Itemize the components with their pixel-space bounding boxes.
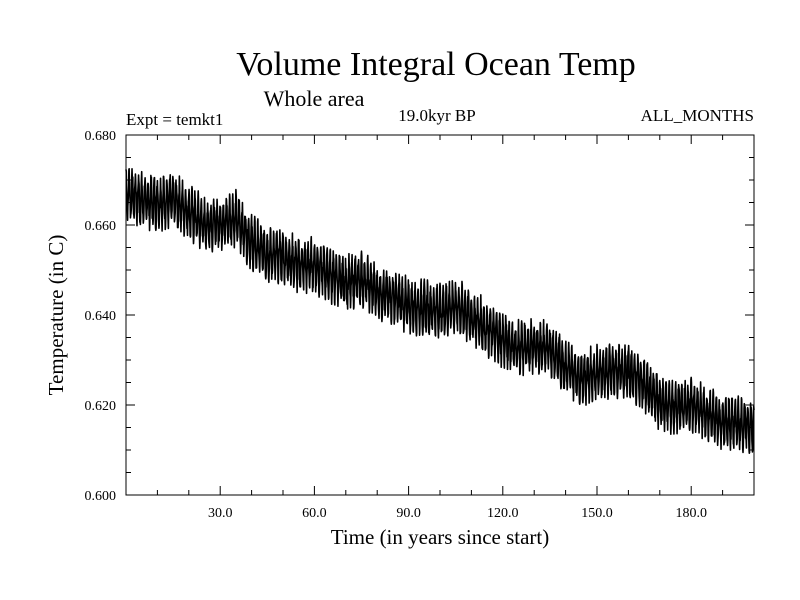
chart-title: Volume Integral Ocean Temp	[236, 46, 636, 83]
y-tick-label: 0.680	[85, 129, 117, 144]
x-tick-label: 90.0	[396, 506, 421, 521]
x-tick-label: 180.0	[675, 506, 707, 521]
data-layer	[125, 168, 755, 455]
y-axis-label: Temperature (in C)	[44, 235, 68, 396]
series-line-temperature	[125, 168, 755, 455]
y-tick-label: 0.600	[85, 489, 117, 504]
axis-ticks: 30.0 60.0 90.0 120.0 150.0 180.0 0.600 0.620 0.6…	[85, 129, 754, 521]
plot-frame	[125, 134, 755, 496]
y-tick-label: 0.640	[85, 309, 117, 324]
x-axis-label: Time (in years since start)	[331, 525, 550, 549]
x-tick-label: 60.0	[302, 506, 327, 521]
months-label: ALL_MONTHS	[641, 106, 754, 125]
period-label: 19.0kyr BP	[398, 106, 475, 125]
x-tick-label: 150.0	[581, 506, 613, 521]
x-tick-label: 30.0	[208, 506, 233, 521]
y-tick-label: 0.660	[85, 219, 117, 234]
x-tick-label: 120.0	[487, 506, 519, 521]
y-tick-label: 0.620	[85, 399, 117, 414]
chart-subtitle: Whole area	[264, 86, 365, 111]
experiment-label: Expt = temkt1	[126, 110, 223, 129]
